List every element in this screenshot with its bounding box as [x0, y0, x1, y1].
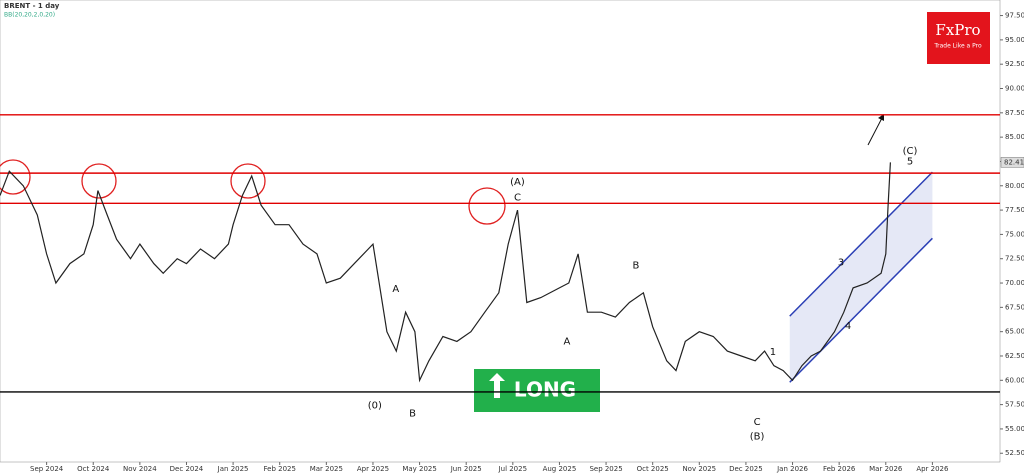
x-tick-label: Apr 2026	[916, 465, 949, 473]
y-tick-label: 77.50	[1005, 206, 1024, 214]
y-tick-label: 85.00	[1005, 133, 1024, 141]
circle	[81, 163, 117, 199]
x-tick-label: Jan 2025	[217, 465, 249, 473]
wave-label: (0)	[368, 401, 382, 412]
chart-subtitle: BB(20,20,2,0,20)	[4, 12, 55, 19]
x-tick-label: Sep 2025	[589, 465, 622, 473]
y-tick-label: 75.00	[1005, 230, 1024, 238]
x-tick-label: Nov 2024	[123, 465, 157, 473]
x-tick-label: Mar 2026	[869, 465, 903, 473]
x-tick-label: Jan 2026	[776, 465, 808, 473]
channel-line	[789, 237, 933, 383]
y-tick-label: 90.00	[1005, 85, 1024, 93]
wave-label: 3	[838, 258, 844, 269]
circle	[0, 159, 31, 195]
logo-bg	[927, 12, 990, 64]
x-tick-label: Oct 2025	[637, 465, 669, 473]
price-line	[0, 162, 891, 383]
last-price-box	[1000, 157, 1024, 168]
red-circles	[0, 159, 506, 225]
circle	[468, 187, 506, 225]
y-tick-label: 60.00	[1005, 376, 1024, 384]
logo-brand: FxPro	[935, 21, 980, 39]
wave-label: B	[409, 408, 416, 419]
wave-label: 5	[907, 156, 913, 167]
x-tick-label: Aug 2025	[543, 465, 577, 473]
x-tick-label: Dec 2024	[170, 465, 204, 473]
x-tick-label: Apr 2025	[357, 465, 389, 473]
last-price-label: 82.41	[1004, 158, 1024, 166]
y-tick-label: 65.00	[1005, 328, 1024, 336]
x-tick-label: Jul 2025	[498, 465, 528, 473]
arrow-icon	[489, 373, 505, 398]
wave-label: B	[632, 261, 639, 272]
x-tick-label: Nov 2025	[682, 465, 716, 473]
x-tick-label: Sep 2024	[30, 465, 64, 473]
y-tick-label: 80.00	[1005, 182, 1024, 190]
logo: FxPro Trade Like a Pro	[927, 12, 990, 64]
chart-title: BRENT - 1 day	[4, 2, 60, 10]
x-tick-label: May 2025	[402, 465, 437, 473]
y-tick-label: 62.50	[1005, 352, 1024, 360]
y-tick-label: 97.50	[1005, 12, 1024, 20]
y-tick-label: 55.00	[1005, 425, 1024, 433]
wave-label: (A)	[510, 177, 525, 188]
wave-label: A	[563, 336, 570, 347]
button-label: LONG	[514, 378, 576, 402]
y-tick-label: 57.50	[1005, 401, 1024, 409]
projection-arrow	[867, 117, 883, 146]
wave-label: (C)	[903, 146, 918, 157]
wave-label: C	[754, 417, 761, 428]
y-tick-label: 52.50	[1005, 449, 1024, 457]
y-tick-label: 95.00	[1005, 36, 1024, 44]
wave-label: 1	[770, 347, 776, 358]
x-tick-label: Jun 2025	[450, 465, 482, 473]
arrow-head	[878, 114, 884, 121]
x-tick-label: Oct 2024	[77, 465, 110, 473]
y-tick-label: 67.50	[1005, 303, 1024, 311]
x-tick-label: Dec 2025	[729, 465, 763, 473]
y-tick-label: 72.50	[1005, 255, 1024, 263]
y-tick-label: 70.00	[1005, 279, 1024, 287]
x-tick-label: Mar 2025	[310, 465, 343, 473]
x-tick-label: Feb 2025	[264, 465, 296, 473]
channel-fill	[789, 172, 933, 383]
wave-label: C	[514, 192, 521, 203]
x-tick-label: Feb 2026	[823, 465, 856, 473]
y-tick-label: 87.50	[1005, 109, 1024, 117]
long-button: LONG	[474, 369, 600, 412]
wave-label: (B)	[750, 432, 765, 443]
wave-label: A	[392, 284, 399, 295]
wave-label: 4	[845, 321, 851, 332]
y-tick-label: 92.50	[1005, 60, 1024, 68]
circle	[230, 163, 266, 199]
logo-tagline: Trade Like a Pro	[933, 43, 982, 50]
channel-line	[789, 171, 933, 317]
